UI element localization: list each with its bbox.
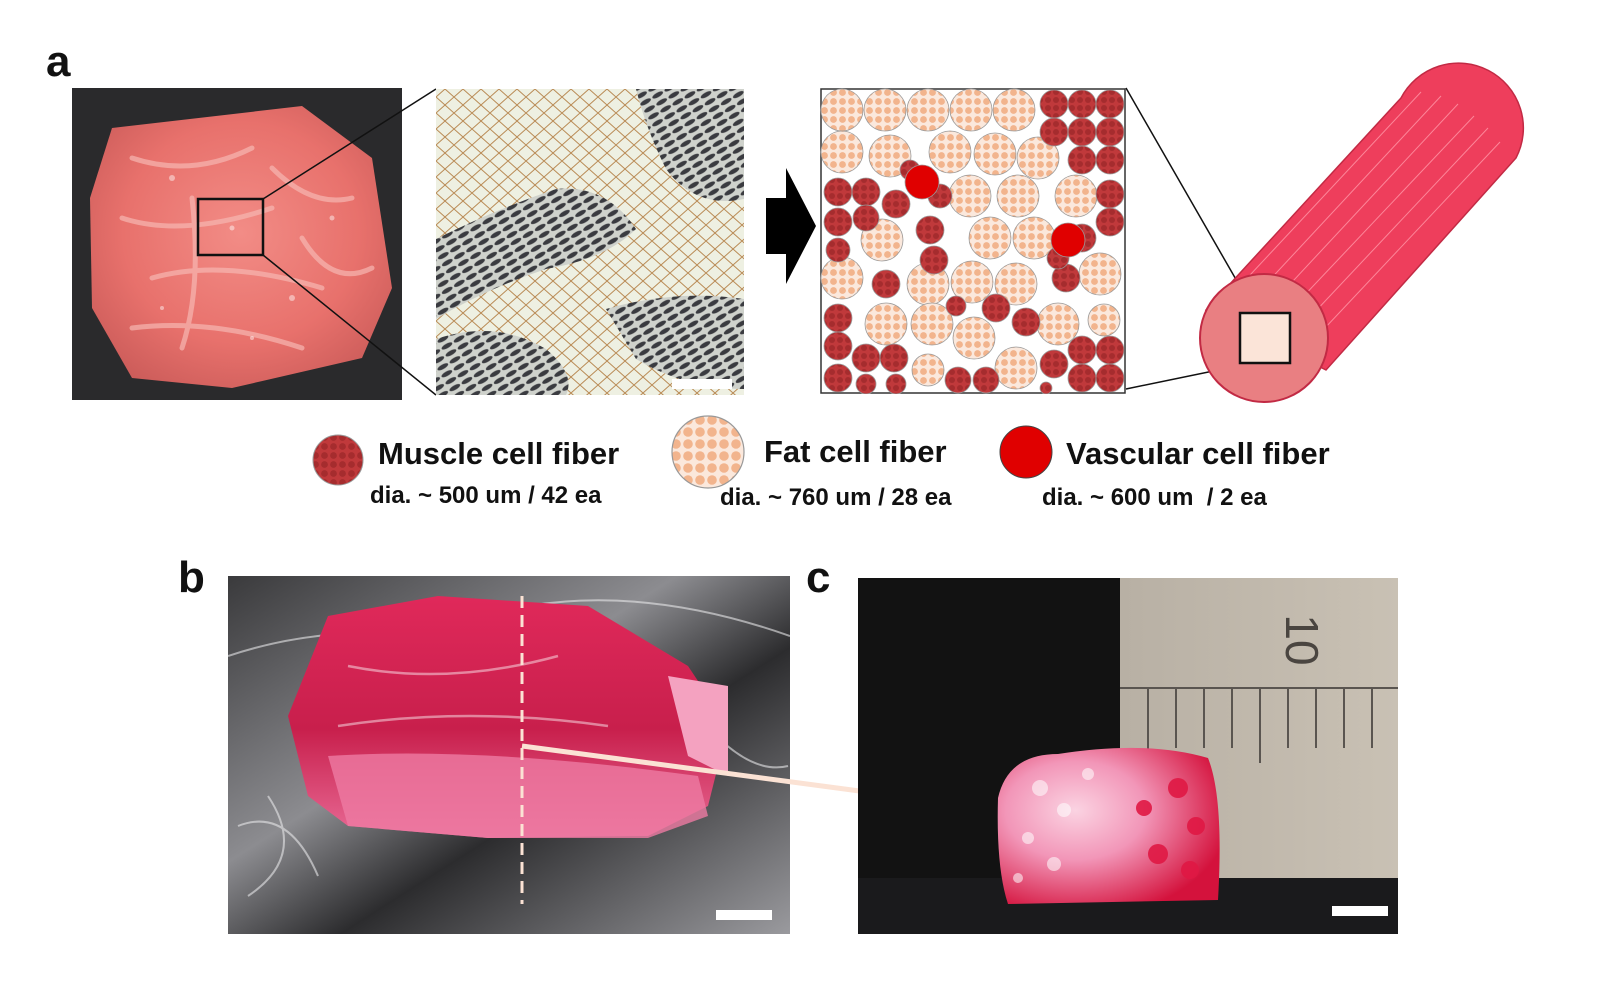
legend-fat-detail: dia. ~ 760 um / 28 ea [720,484,952,511]
scale-bar [716,910,772,920]
panel-letter-b: b [178,553,205,602]
scale-bar [672,379,732,389]
tissue-photo [72,88,402,400]
legend-vascular-detail: dia. ~ 600 um / 2 ea [1042,484,1267,511]
zoom-box [196,197,265,257]
cross-section-box [1238,311,1292,365]
fiber-bundle-cylinder [1199,62,1525,403]
legend-muscle-detail: dia. ~ 500 um / 42 ea [370,482,602,509]
fiber-cross-section-schematic [820,88,1126,394]
panel-letter-c: c [806,553,831,602]
histology-micrograph [436,89,744,395]
legend-vascular-title: Vascular cell fiber [1066,436,1330,471]
cultured-meat-side-photo [228,576,790,934]
legend-vascular-icon [999,425,1053,479]
right-arrow-icon [766,168,816,284]
legend-muscle-title: Muscle cell fiber [378,436,620,471]
ruler-number: 10 [1276,614,1328,665]
legend-fat-icon [671,415,745,489]
scale-bar [1332,906,1388,916]
panel-letter-a: a [46,37,71,86]
legend-muscle-icon [312,434,364,486]
legend-fat-title: Fat cell fiber [764,434,947,469]
cultured-meat-cross-section-photo: 10 [858,578,1398,934]
